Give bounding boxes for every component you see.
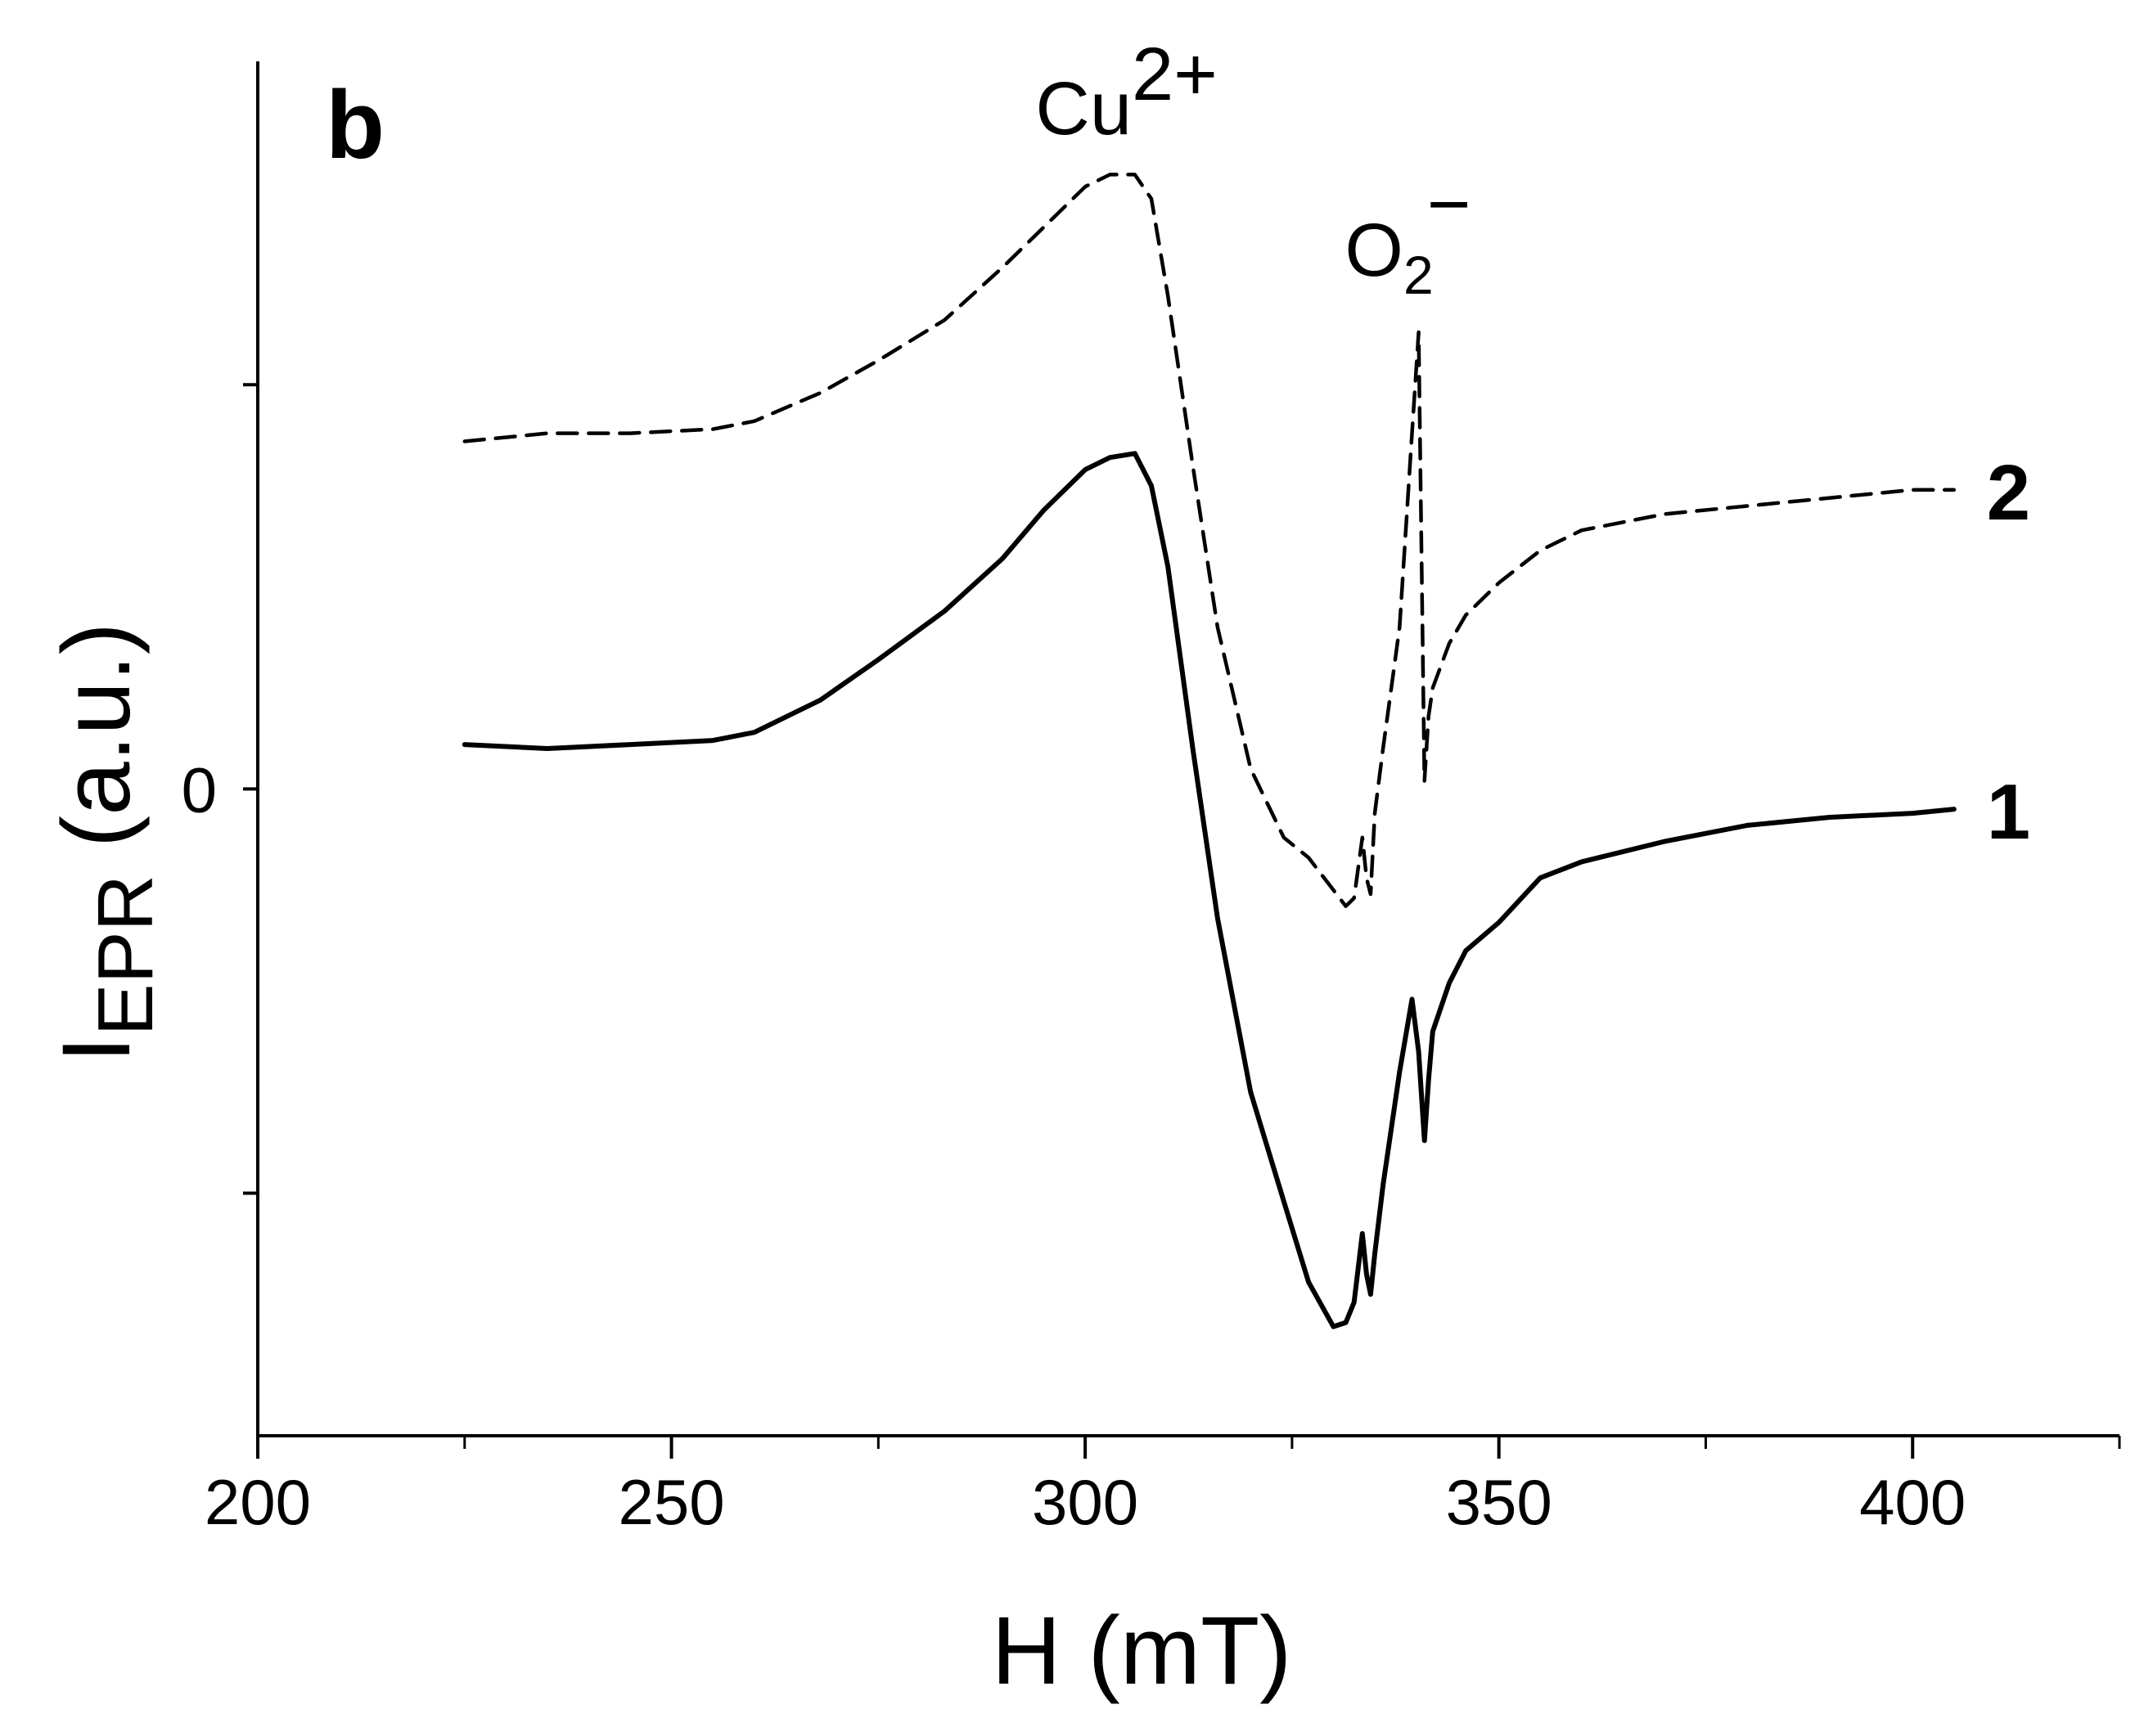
y-axis-label: IEPR (a.u.) [43,623,169,1063]
annotation-sup: − [1427,163,1471,246]
y-axis-label-rest: (a.u.) [43,623,151,875]
ticks: 200 250 300 350 400 0 [182,383,2121,1538]
x-tick-label: 200 [205,1466,311,1538]
annotation-0: Cu2+ [1035,33,1218,151]
annotation-base: Cu [1035,67,1132,151]
panel-label: b [326,71,385,179]
x-tick-label: 350 [1446,1466,1552,1538]
x-tick-label: 250 [618,1466,724,1538]
curve-label-2: 2 [1987,449,2030,537]
x-tick-label: 300 [1032,1466,1138,1538]
y-axis-label-sub: EPR [82,875,169,1036]
x-axis-label: H (mT) [992,1597,1292,1705]
annotation-sup: 2+ [1132,33,1218,116]
curve-1 [462,451,1957,1329]
series-group: 12 [462,173,2030,1329]
curve-label-1: 1 [1987,768,2030,856]
annotation-1: O2− [1345,163,1471,305]
x-tick-label: 400 [1859,1466,1966,1538]
y-tick-label: 0 [182,753,217,825]
annotation-sub: 2 [1403,245,1434,305]
curve-2 [462,173,1957,908]
annotation-base: O [1345,209,1403,292]
annotations: Cu2+ O2− [1035,33,1471,305]
axes [256,61,2119,1437]
y-axis-label-main: I [43,1036,151,1063]
